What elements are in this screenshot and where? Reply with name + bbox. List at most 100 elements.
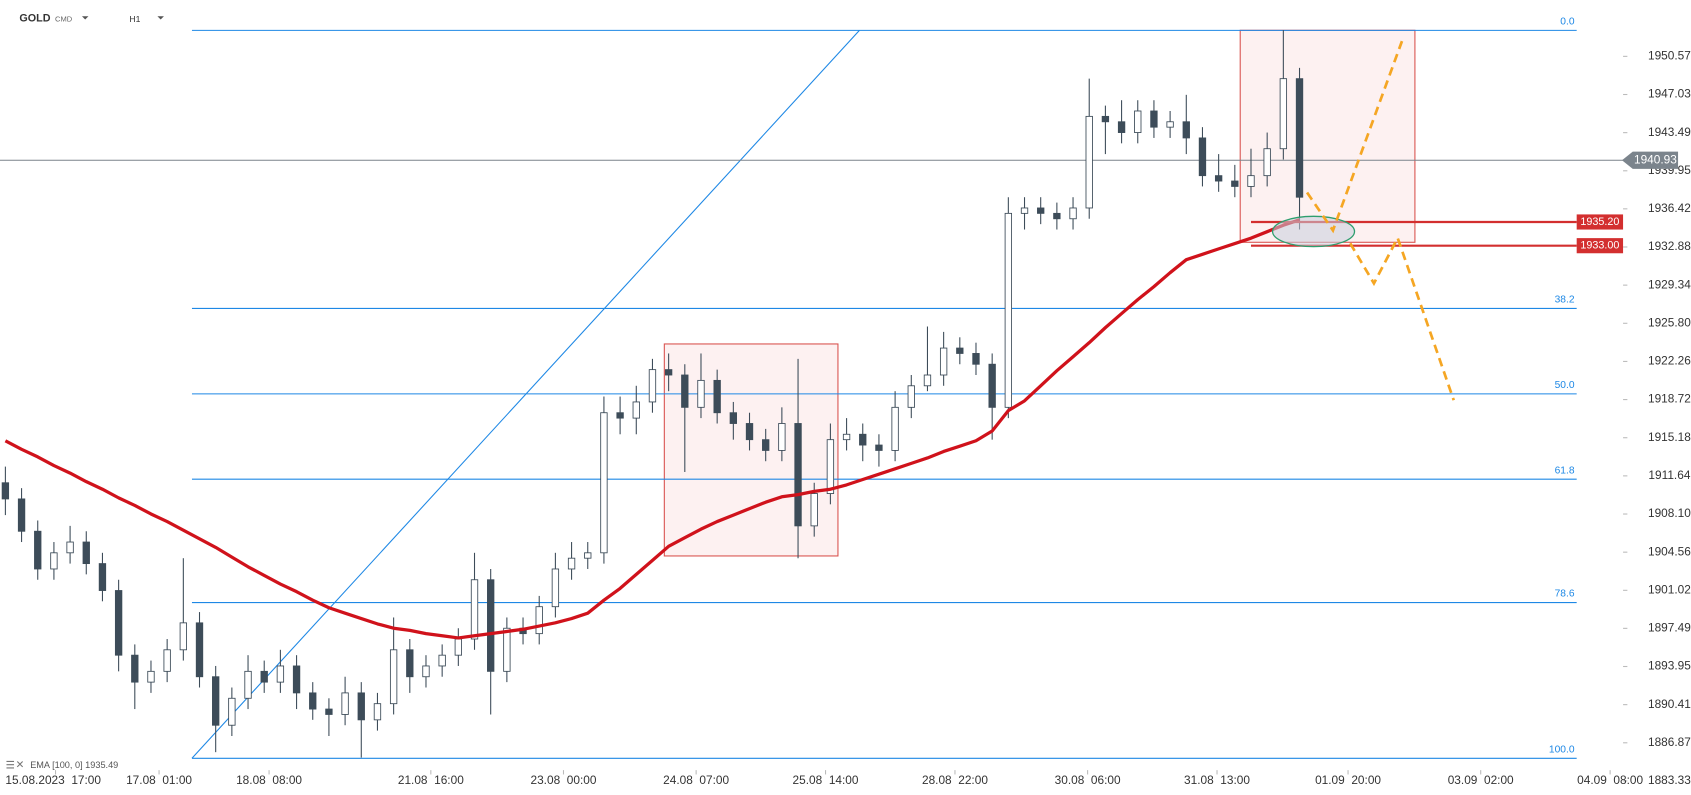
candle-body <box>535 606 543 635</box>
candle-body <box>163 649 171 672</box>
candle-body <box>503 627 511 672</box>
x-tick-label: 24.08 07:00 <box>663 773 729 787</box>
x-tick-label: 15.08.2023 17:00 <box>5 773 101 787</box>
fib-level-label: 38.2 <box>1555 294 1575 305</box>
candle-body <box>341 692 349 715</box>
candle-body <box>664 369 673 376</box>
price-level-label: 1933.00 <box>1580 240 1619 252</box>
y-tick-label: 1932.88 <box>1648 239 1691 253</box>
header: GOLD CMD H1 <box>19 12 164 24</box>
candle-body <box>1198 137 1207 177</box>
candle-body <box>859 433 867 446</box>
candle-body <box>357 692 365 721</box>
range-box <box>1239 29 1416 243</box>
candle-body <box>762 439 770 451</box>
candle-body <box>988 363 996 408</box>
indicator-label: EMA [100, 0] 1935.49 <box>30 760 118 770</box>
candle-body <box>292 665 301 694</box>
candle-body <box>260 670 268 683</box>
x-tick-label: 04.09 08:00 <box>1577 773 1643 787</box>
scenario-path <box>1305 40 1404 234</box>
candle-body <box>1101 115 1110 123</box>
candle-body <box>406 649 414 678</box>
price-level-tag <box>1576 214 1624 230</box>
current-price-tag <box>1621 151 1679 169</box>
x-tick-label: 21.08 16:00 <box>398 773 464 787</box>
x-tick-label: 01.09 20:00 <box>1315 773 1381 787</box>
dropdown-icon[interactable] <box>81 16 89 20</box>
candle-body <box>1231 180 1239 187</box>
candle-body <box>34 530 42 570</box>
candle-body <box>1004 212 1013 408</box>
candle-body <box>1214 175 1223 182</box>
fib-level-label: 100.0 <box>1549 744 1575 755</box>
candle-body <box>1263 148 1271 177</box>
candle-body <box>600 412 608 554</box>
candle-body <box>1295 78 1304 198</box>
y-tick-label: 1947.03 <box>1648 87 1691 101</box>
candle-body <box>697 379 705 408</box>
candle-body <box>114 590 123 656</box>
highlight-ellipse <box>1271 215 1356 248</box>
fib-level-label: 0.0 <box>1560 16 1575 27</box>
y-tick-label: 1911.64 <box>1648 468 1690 482</box>
candle-body <box>923 374 932 387</box>
indicator-legend: EMA [100, 0] 1935.49 <box>6 760 118 770</box>
candle-body <box>1182 121 1190 139</box>
candle-body <box>584 552 592 559</box>
symbol: GOLD <box>19 12 50 24</box>
candle-body <box>745 423 754 441</box>
candle-body <box>729 412 738 424</box>
fib-level-label: 61.8 <box>1555 465 1575 476</box>
candle-body <box>438 654 446 667</box>
dropdown-icon[interactable] <box>157 16 164 20</box>
candle-body <box>1069 207 1077 220</box>
x-tick-label: 03.09 02:00 <box>1448 773 1514 787</box>
candle-body <box>1150 110 1158 128</box>
menu-icon[interactable] <box>6 760 15 769</box>
range-box <box>663 343 839 557</box>
candle-body <box>648 369 657 403</box>
y-tick-label: 1918.72 <box>1648 392 1691 406</box>
scenario-path <box>1349 234 1456 401</box>
drawings <box>191 29 1416 759</box>
candle-body <box>939 347 948 376</box>
candle-body <box>470 579 479 640</box>
candle-body <box>826 439 835 494</box>
close-icon[interactable] <box>16 761 24 768</box>
fib-level-label: 78.6 <box>1555 589 1575 600</box>
candle-body <box>454 638 463 656</box>
candle-body <box>131 654 139 683</box>
candle-body <box>389 649 398 705</box>
y-tick-label: 1893.95 <box>1648 659 1691 673</box>
candle-body <box>794 423 802 527</box>
x-tick-label: 28.08 22:00 <box>922 773 988 787</box>
candle-body <box>195 622 204 678</box>
y-tick-label: 1925.80 <box>1648 315 1691 329</box>
y-tick-label: 1936.42 <box>1648 201 1691 215</box>
candle-body <box>1117 121 1126 133</box>
candle-body <box>972 353 980 365</box>
candle-body <box>1020 207 1029 214</box>
y-tick-label: 1904.56 <box>1648 544 1691 558</box>
candle-body <box>325 708 333 715</box>
y-tick-label: 1922.26 <box>1648 354 1691 368</box>
y-tick-label: 1915.18 <box>1648 430 1691 444</box>
candle-body <box>1 482 10 500</box>
y-tick-label: 1901.02 <box>1648 582 1691 596</box>
x-tick-label: 31.08 13:00 <box>1184 773 1250 787</box>
candle-body <box>82 541 90 565</box>
candle-body <box>778 423 786 451</box>
x-tick-label: 18.08 08:00 <box>236 773 302 787</box>
y-tick-label: 1908.10 <box>1648 506 1691 520</box>
overlay <box>1271 40 1456 401</box>
candle-body <box>842 433 851 441</box>
timeframe[interactable]: H1 <box>129 14 140 24</box>
candle-body <box>632 401 640 419</box>
y-tick-label: 1943.49 <box>1648 125 1691 139</box>
candle-body <box>551 568 560 608</box>
y-tick-label: 1950.57 <box>1648 48 1691 62</box>
price-level-label: 1935.20 <box>1580 216 1619 228</box>
candle-body <box>1134 110 1142 133</box>
